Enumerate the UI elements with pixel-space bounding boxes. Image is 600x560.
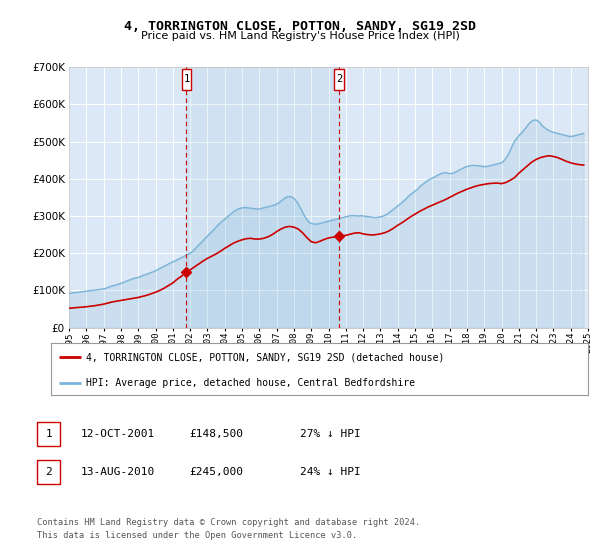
Text: HPI: Average price, detached house, Central Bedfordshire: HPI: Average price, detached house, Cent… [86,379,415,389]
FancyBboxPatch shape [334,69,344,90]
Text: 24% ↓ HPI: 24% ↓ HPI [300,467,361,477]
Text: Contains HM Land Registry data © Crown copyright and database right 2024.
This d: Contains HM Land Registry data © Crown c… [37,519,421,540]
Text: 1: 1 [183,74,190,85]
Text: 4, TORRINGTON CLOSE, POTTON, SANDY, SG19 2SD (detached house): 4, TORRINGTON CLOSE, POTTON, SANDY, SG19… [86,352,444,362]
Text: £245,000: £245,000 [189,467,243,477]
Text: £148,500: £148,500 [189,429,243,439]
Text: 12-OCT-2001: 12-OCT-2001 [81,429,155,439]
Text: 2: 2 [45,467,52,477]
Text: Price paid vs. HM Land Registry's House Price Index (HPI): Price paid vs. HM Land Registry's House … [140,31,460,41]
Text: 27% ↓ HPI: 27% ↓ HPI [300,429,361,439]
Text: 1: 1 [45,429,52,439]
Text: 13-AUG-2010: 13-AUG-2010 [81,467,155,477]
Bar [187,67,339,328]
FancyBboxPatch shape [182,69,191,90]
Text: 2: 2 [336,74,342,85]
Text: 4, TORRINGTON CLOSE, POTTON, SANDY, SG19 2SD: 4, TORRINGTON CLOSE, POTTON, SANDY, SG19… [124,20,476,32]
